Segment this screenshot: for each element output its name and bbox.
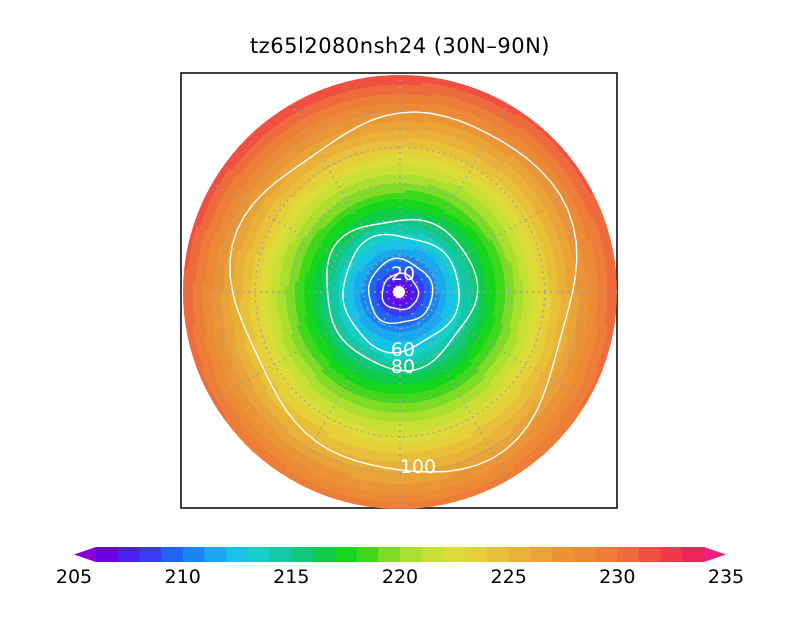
lat-lon-gridlines: [183, 75, 617, 509]
contour-label-20: 20: [391, 263, 415, 285]
colorbar-segment: [421, 547, 444, 562]
colorbar-segment: [334, 547, 358, 562]
colorbar-segment: [204, 547, 227, 562]
contour-label-100: 100: [400, 456, 436, 478]
contour-label-80: 80: [391, 356, 415, 378]
colorbar-segment: [660, 547, 683, 562]
colorbar-tick-label: 235: [707, 566, 745, 588]
colorbar-segment: [182, 547, 206, 562]
colorbar-segment: [595, 547, 618, 562]
colorbar-segment: [226, 547, 249, 562]
colorbar-low-arrow: [74, 547, 96, 562]
colorbar-segment: [291, 547, 314, 562]
colorbar-segment: [508, 547, 531, 562]
colorbar-segment: [161, 547, 184, 562]
map-title: tz65l2080nsh24 (30N–90N): [250, 34, 550, 58]
colorbar-segment: [400, 547, 423, 562]
contour-label-60: 60: [391, 339, 415, 361]
colorbar-segment: [530, 547, 553, 562]
colorbar-segment: [638, 547, 662, 562]
colorbar-segment: [356, 547, 379, 562]
colorbar-segment: [573, 547, 596, 562]
colorbar-segment: [486, 547, 510, 562]
colorbar-tick-label: 205: [55, 566, 93, 588]
colorbar-segment: [465, 547, 488, 562]
colorbar-tick-label: 230: [599, 566, 636, 588]
colorbar-segment: [617, 547, 640, 562]
colorbar-segment: [117, 547, 140, 562]
colorbar-tick-label: 220: [381, 566, 419, 588]
colorbar-segment: [269, 547, 292, 562]
colorbar-segment: [378, 547, 401, 562]
colorbar-tick-label: 210: [164, 566, 201, 588]
colorbar-tick-label: 215: [273, 566, 310, 588]
colorbar-segment: [682, 547, 705, 562]
north-pole-marker: [393, 286, 405, 298]
colorbar-segment: [313, 547, 336, 562]
temperature-field: [183, 75, 617, 509]
colorbar-segment: [248, 547, 271, 562]
colorbar-segment: [139, 547, 162, 562]
colorbar-segment: [96, 547, 119, 562]
colorbar-segment: [443, 547, 466, 562]
colorbar-high-arrow: [704, 547, 726, 562]
colorbar-tick-label: 225: [490, 566, 527, 588]
colorbar-segment: [552, 547, 575, 562]
contour-lines: [229, 111, 578, 473]
